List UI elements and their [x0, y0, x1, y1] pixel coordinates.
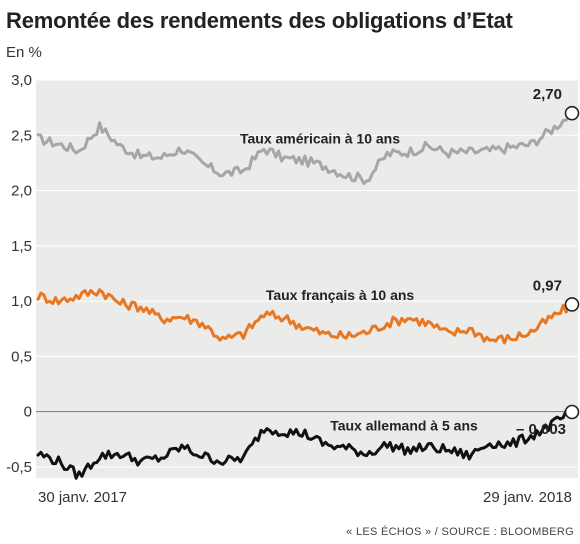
gridlines	[36, 79, 578, 468]
y-axis-ticks: 3,0 2,5 2,0 1,5 1,0 0,5 0 -0,5	[6, 72, 32, 476]
series-lines	[36, 105, 580, 480]
x-tick-label-start: 30 janv. 2017	[38, 489, 127, 506]
series-name-label: Taux américain à 10 ans	[240, 131, 400, 147]
x-tick-label-end: 29 janv. 2018	[483, 489, 572, 506]
source-credit: « LES ÉCHOS » / SOURCE : BLOOMBERG	[346, 526, 574, 538]
series-end-marker	[564, 105, 580, 121]
y-tick-label: -0,5	[6, 459, 32, 476]
series-labels: 2,70 Taux américain à 10 ans 0,97 Taux fran…	[240, 86, 566, 438]
series-name-label: Taux allemand à 5 ans	[330, 417, 478, 433]
series-end-value: – 0,003	[516, 421, 566, 438]
chart-title: Remontée des rendements des obligations …	[6, 8, 513, 33]
y-tick-label: 2,0	[11, 183, 32, 200]
x-axis-ticks: 30 janv. 2017 29 janv. 2018	[38, 489, 572, 506]
series-line	[36, 288, 574, 345]
series-end-value: 2,70	[533, 86, 562, 103]
series-end-marker	[564, 297, 580, 312]
y-tick-label: 0	[24, 404, 32, 421]
y-tick-label: 1,5	[11, 238, 32, 255]
series-line	[36, 111, 574, 185]
series-name-label: Taux français à 10 ans	[266, 287, 415, 303]
y-tick-label: 1,0	[11, 293, 32, 310]
series-line	[36, 409, 574, 480]
unit-label: En %	[6, 44, 42, 61]
series-end-value: 0,97	[533, 277, 562, 294]
y-tick-label: 3,0	[11, 72, 32, 89]
y-tick-label: 0,5	[11, 348, 32, 365]
series-end-marker	[564, 404, 580, 420]
y-tick-label: 2,5	[11, 127, 32, 144]
